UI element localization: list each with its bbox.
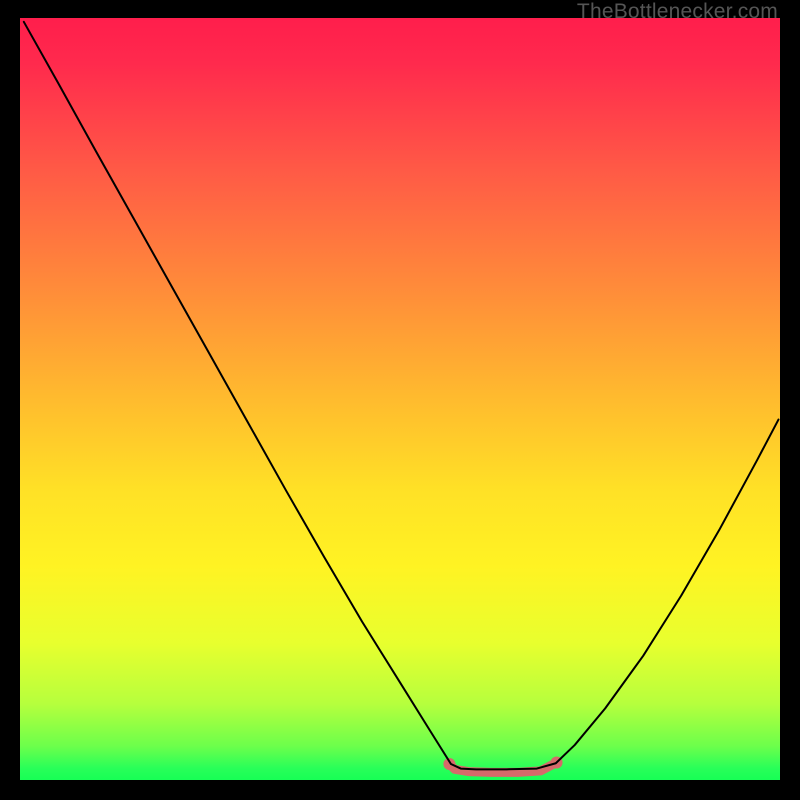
chart-stage: TheBottlenecker.com [0,0,800,800]
bottleneck-line-chart [0,0,800,800]
watermark-text: TheBottlenecker.com [577,0,778,24]
bottleneck-curve [24,22,779,770]
